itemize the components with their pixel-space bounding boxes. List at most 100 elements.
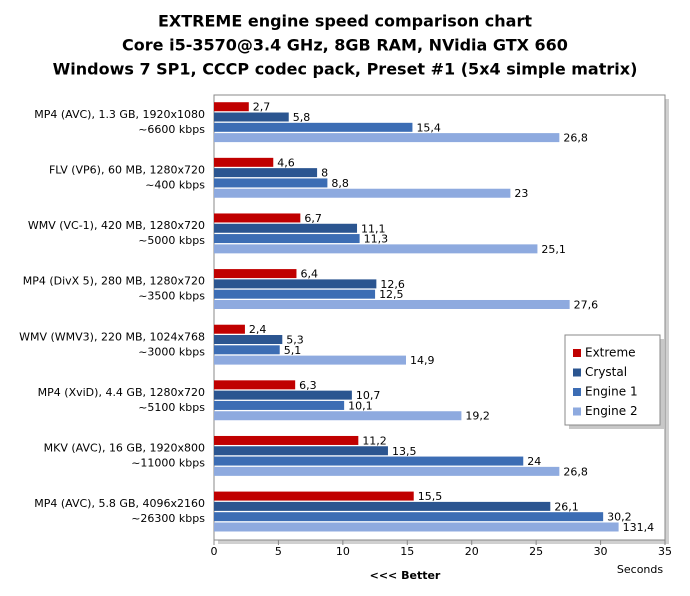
value-label: 2,7	[253, 101, 271, 114]
chart-title: EXTREME engine speed comparison chart	[158, 12, 532, 31]
bar	[214, 390, 352, 400]
y-tick-label: ~3500 kbps	[138, 290, 205, 303]
value-label: 8,8	[331, 177, 349, 190]
bar	[214, 411, 462, 421]
bar	[214, 299, 570, 309]
value-label: 27,6	[574, 298, 599, 311]
value-label: 11,1	[361, 222, 386, 235]
value-label: 14,9	[410, 354, 435, 367]
bar	[214, 512, 604, 522]
y-tick-label: ~3000 kbps	[138, 345, 205, 358]
bar	[214, 456, 524, 466]
value-label: 2,4	[249, 323, 267, 336]
bar	[214, 355, 406, 365]
value-label: 8	[321, 167, 328, 180]
value-label: 5,3	[286, 334, 304, 347]
value-label: 10,1	[348, 399, 373, 412]
bar	[214, 234, 360, 244]
bar	[214, 380, 296, 390]
bar	[214, 112, 289, 122]
bar	[214, 102, 249, 112]
bar	[214, 133, 560, 143]
x-tick-label: 5	[275, 545, 282, 558]
value-label: 11,3	[364, 233, 389, 246]
bar	[214, 178, 328, 188]
y-tick-label: MP4 (AVC), 5.8 GB, 4096x2160	[34, 497, 205, 510]
y-tick-label: ~5100 kbps	[138, 401, 205, 414]
legend-label: Engine 1	[585, 385, 638, 399]
value-label: 6,3	[299, 379, 317, 392]
value-label: 5,8	[293, 111, 311, 124]
bar	[214, 501, 551, 511]
value-label: 26,8	[563, 132, 588, 145]
x-tick-label: 15	[400, 545, 414, 558]
bar	[214, 188, 511, 198]
bar	[214, 269, 297, 279]
annotation: <<< Better	[370, 569, 441, 582]
y-tick-label: MP4 (XviD), 4.4 GB, 1280x720	[38, 386, 205, 399]
bar	[214, 168, 318, 178]
value-label: 15,5	[418, 490, 443, 503]
legend-swatch	[573, 407, 581, 416]
y-tick-label: MP4 (DivX 5), 280 MB, 1280x720	[23, 275, 205, 288]
value-label: 13,5	[392, 445, 417, 458]
x-tick-label: 10	[336, 545, 350, 558]
value-label: 24	[527, 455, 541, 468]
x-tick-label: 35	[658, 545, 672, 558]
bar	[214, 279, 377, 289]
x-tick-label: 30	[594, 545, 608, 558]
bar	[214, 345, 280, 355]
legend-swatch	[573, 368, 581, 377]
legend-swatch	[573, 388, 581, 396]
bar	[214, 213, 301, 223]
y-tick-label: WMV (WMV3), 220 MB, 1024x768	[19, 330, 205, 343]
value-label: 30,2	[607, 511, 632, 524]
bar	[214, 466, 560, 476]
y-tick-label: ~400 kbps	[145, 178, 205, 191]
value-label: 5,1	[284, 344, 302, 357]
value-label: 25,1	[541, 243, 566, 256]
chart-title: Windows 7 SP1, CCCP codec pack, Preset #…	[53, 60, 638, 79]
bar	[214, 522, 619, 532]
value-label: 12,6	[380, 278, 405, 291]
value-label: 6,4	[300, 268, 318, 281]
legend-label: Crystal	[585, 365, 627, 379]
bar	[214, 324, 245, 334]
value-label: 11,2	[362, 434, 387, 447]
legend-label: Extreme	[585, 346, 636, 360]
bar	[214, 446, 388, 456]
y-tick-label: ~6600 kbps	[138, 123, 205, 136]
bar	[214, 335, 283, 345]
y-tick-label: MKV (AVC), 16 GB, 1920x800	[44, 442, 205, 455]
bar	[214, 289, 376, 299]
y-tick-label: FLV (VP6), 60 MB, 1280x720	[49, 163, 205, 176]
bar	[214, 244, 538, 254]
y-tick-label: MP4 (AVC), 1.3 GB, 1920x1080	[34, 108, 205, 121]
chart-title: Core i5-3570@3.4 GHz, 8GB RAM, NVidia GT…	[122, 36, 568, 55]
y-tick-label: ~26300 kbps	[131, 512, 205, 525]
value-label: 23	[514, 187, 528, 200]
y-tick-label: ~5000 kbps	[138, 234, 205, 247]
bar	[214, 435, 359, 445]
legend-label: Engine 2	[585, 404, 638, 418]
value-label: 10,7	[356, 389, 381, 402]
bar	[214, 491, 414, 501]
bar	[214, 157, 274, 167]
y-tick-label: ~11000 kbps	[131, 457, 205, 470]
value-label: 26,8	[563, 465, 588, 478]
value-label: 15,4	[416, 121, 441, 134]
value-label: 6,7	[304, 212, 322, 225]
x-tick-label: 20	[465, 545, 479, 558]
x-tick-label: 25	[529, 545, 543, 558]
x-axis-label: Seconds	[617, 563, 663, 576]
bar	[214, 400, 345, 410]
y-tick-label: WMV (VC-1), 420 MB, 1280x720	[28, 219, 205, 232]
bar	[214, 122, 413, 132]
value-label: 26,1	[554, 500, 579, 513]
value-label: 4,6	[277, 156, 295, 169]
x-tick-label: 0	[211, 545, 218, 558]
value-label: 131,4	[623, 521, 655, 534]
value-label: 19,2	[465, 410, 490, 423]
value-label: 12,5	[379, 288, 404, 301]
